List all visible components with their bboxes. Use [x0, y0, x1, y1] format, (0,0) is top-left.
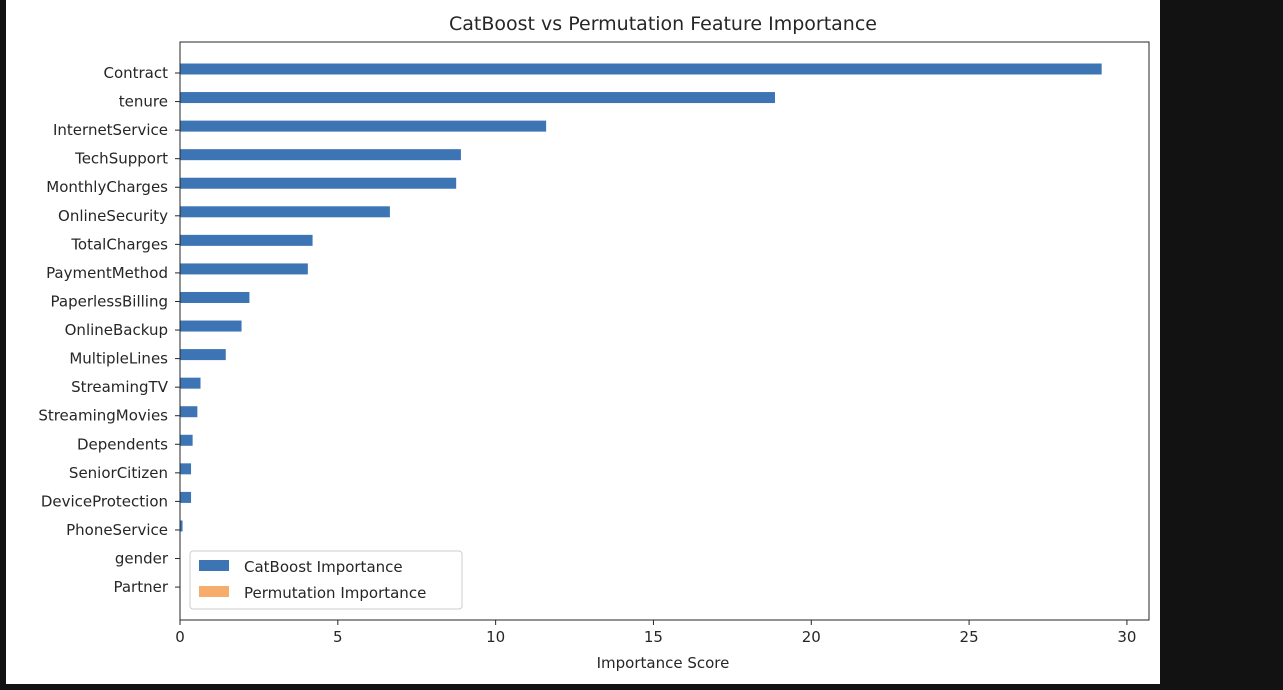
bars-layer: [180, 63, 1102, 532]
category-label: InternetService: [53, 121, 168, 139]
figure-panel: CatBoost vs Permutation Feature Importan…: [6, 0, 1160, 684]
legend-swatch-permutation: [199, 586, 229, 597]
bar-catboost: [180, 263, 308, 275]
category-label: StreamingTV: [71, 378, 169, 396]
chart-title: CatBoost vs Permutation Feature Importan…: [449, 13, 877, 35]
bar-catboost: [180, 491, 192, 503]
category-label: tenure: [119, 93, 168, 111]
x-tick-label: 15: [644, 628, 663, 646]
category-label: MonthlyCharges: [46, 178, 168, 196]
legend-box: [189, 550, 463, 610]
category-label: TotalCharges: [70, 235, 168, 253]
bar-catboost: [180, 520, 183, 532]
chart: CatBoost vs Permutation Feature Importan…: [38, 13, 1150, 672]
legend-label-permutation: Permutation Importance: [244, 584, 426, 602]
bar-catboost: [180, 406, 198, 418]
bar-catboost: [180, 320, 242, 332]
bar-catboost: [180, 149, 461, 161]
bar-catboost: [180, 92, 775, 104]
category-label: MultipleLines: [69, 350, 168, 368]
category-label: DeviceProtection: [41, 492, 168, 510]
x-tick-label: 30: [1117, 628, 1136, 646]
x-tick-label: 5: [333, 628, 343, 646]
legend-label-catboost: CatBoost Importance: [244, 558, 403, 576]
category-labels: Contract tenure InternetService TechSupport…: [38, 64, 180, 596]
category-label: gender: [115, 550, 169, 568]
bar-catboost: [180, 463, 192, 475]
bar-catboost: [180, 349, 226, 361]
category-label: OnlineBackup: [65, 321, 168, 339]
bar-catboost: [180, 177, 457, 189]
bar-catboost: [180, 63, 1102, 75]
x-tick-label: 10: [486, 628, 505, 646]
category-label: Partner: [113, 578, 168, 596]
category-label: Dependents: [77, 435, 168, 453]
category-label: PaperlessBilling: [51, 292, 169, 310]
bar-catboost: [180, 291, 250, 303]
bar-catboost: [180, 434, 193, 446]
category-label: PaymentMethod: [46, 264, 168, 282]
plot-frame: [179, 41, 1150, 621]
legend: CatBoost Importance Permutation Importan…: [189, 550, 463, 610]
category-label: OnlineSecurity: [58, 207, 168, 225]
x-tick-label: 0: [175, 628, 185, 646]
category-label: TechSupport: [74, 150, 168, 168]
x-tick-label: 25: [960, 628, 979, 646]
category-label: SeniorCitizen: [69, 464, 168, 482]
bar-catboost: [180, 206, 390, 218]
category-label: Contract: [103, 64, 168, 82]
x-axis-label: Importance Score: [597, 654, 730, 672]
bar-catboost: [180, 234, 313, 246]
x-axis-ticks: 0 5 10 15 20 25 30: [175, 620, 1136, 646]
category-label: PhoneService: [66, 521, 168, 539]
bar-catboost: [180, 377, 201, 389]
bar-catboost: [180, 120, 547, 132]
legend-swatch-catboost: [199, 560, 229, 571]
x-tick-label: 20: [802, 628, 821, 646]
category-label: StreamingMovies: [38, 407, 168, 425]
